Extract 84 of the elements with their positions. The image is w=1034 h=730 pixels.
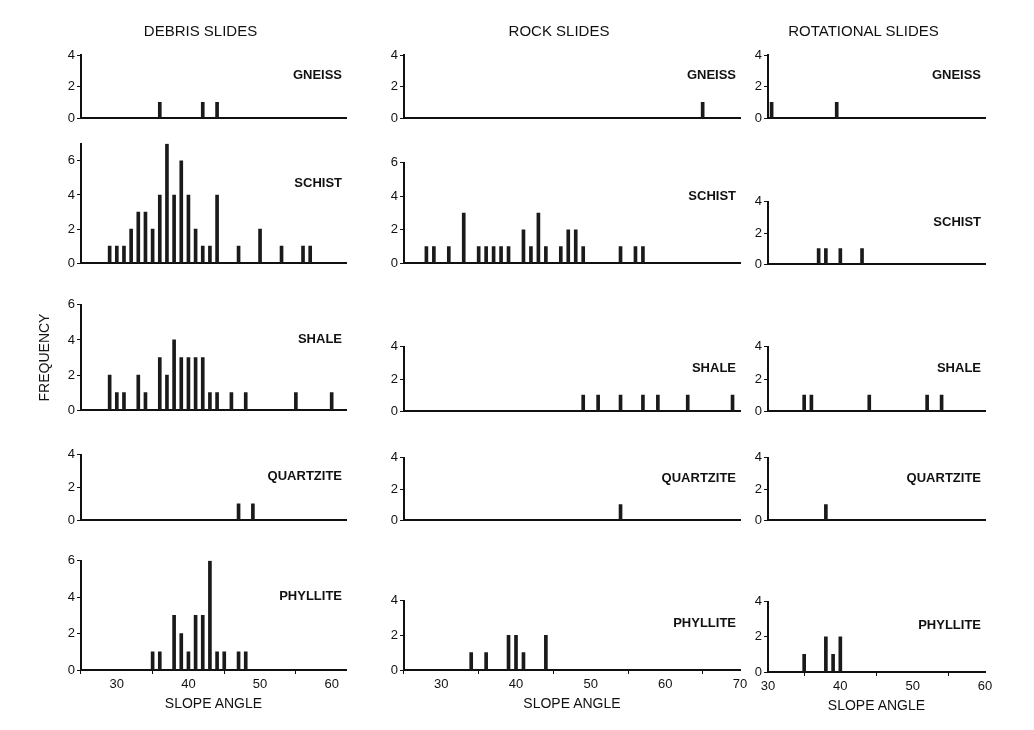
- y-tick-label: 4: [754, 338, 762, 354]
- y-tick-label: 2: [754, 628, 762, 644]
- y-tick-label: 4: [67, 446, 75, 462]
- y-tick-label: 0: [67, 109, 75, 125]
- x-tick-label: 50: [905, 678, 920, 694]
- annotation: PHYLLITE: [918, 616, 982, 632]
- y-tick-label: 4: [390, 449, 398, 465]
- y-tick-label: 6: [67, 552, 75, 568]
- y-tick-label: 0: [390, 402, 398, 418]
- annotation: SHALE: [936, 359, 982, 375]
- x-axis-title: SLOPE ANGLE: [523, 695, 621, 712]
- y-tick-label: 2: [390, 221, 398, 237]
- y-tick-label: 2: [754, 370, 762, 386]
- x-axis-title: SLOPE ANGLE: [164, 695, 263, 712]
- x-tick-label: 30: [434, 676, 449, 692]
- x-tick-label: 40: [508, 676, 524, 692]
- chart-title: ROCK SLIDES: [508, 22, 610, 40]
- y-tick-label: 4: [754, 593, 762, 609]
- y-tick-label: 2: [390, 626, 398, 642]
- y-tick-label: 6: [390, 154, 398, 170]
- annotation: PHYLLITE: [673, 615, 737, 631]
- y-tick-label: 4: [67, 46, 75, 62]
- y-tick-label: 0: [754, 511, 762, 527]
- x-tick-label: 30: [109, 676, 125, 692]
- y-tick-label: 4: [754, 46, 762, 62]
- y-tick-label: 2: [390, 370, 398, 386]
- y-tick-label: 4: [390, 187, 398, 203]
- x-tick-label: 40: [833, 678, 848, 694]
- y-tick-label: 0: [390, 661, 398, 677]
- y-tick-label: 0: [67, 511, 75, 527]
- y-tick-label: 0: [390, 254, 398, 270]
- y-tick-label: 2: [67, 366, 75, 382]
- annotation: SHALE: [297, 331, 343, 347]
- x-tick-label: 60: [324, 676, 339, 692]
- y-tick-label: 2: [67, 479, 75, 495]
- y-tick-label: 0: [754, 109, 762, 125]
- annotation: QUARTZITE: [661, 469, 737, 485]
- y-tick-label: 6: [67, 152, 75, 168]
- y-tick-label: 0: [754, 402, 762, 418]
- x-tick-label: 60: [658, 676, 673, 692]
- annotation: SHALE: [691, 359, 737, 375]
- x-tick-label: 50: [252, 676, 268, 692]
- annotation: GNEISS: [292, 67, 343, 83]
- y-tick-label: 2: [67, 78, 75, 94]
- x-axis-title: SLOPE ANGLE: [827, 697, 926, 714]
- annotation: PHYLLITE: [279, 588, 343, 604]
- y-tick-label: 2: [67, 625, 75, 641]
- x-tick-label: 60: [977, 678, 993, 694]
- y-tick-label: 2: [754, 78, 762, 94]
- x-tick-label: 40: [181, 676, 196, 692]
- y-tick-label: 0: [67, 401, 75, 417]
- annotation: GNEISS: [686, 67, 737, 83]
- annotation: SCHIST: [688, 187, 737, 203]
- y-tick-label: 0: [390, 109, 398, 125]
- y-tick-label: 2: [754, 480, 762, 496]
- x-tick-label: 50: [583, 676, 598, 692]
- y-tick-label: 4: [390, 338, 398, 354]
- y-tick-label: 2: [67, 220, 75, 236]
- y-tick-label: 0: [754, 663, 762, 679]
- y-tick-label: 4: [67, 186, 75, 202]
- annotation: QUARTZITE: [906, 469, 982, 485]
- y-tick-label: 4: [67, 331, 75, 347]
- y-tick-label: 4: [754, 449, 762, 465]
- chart-title: ROTATIONAL SLIDES: [788, 22, 939, 40]
- annotation: GNEISS: [931, 67, 982, 83]
- y-tick-label: 6: [67, 296, 75, 312]
- y-tick-label: 4: [390, 592, 398, 608]
- y-tick-label: 0: [67, 661, 75, 677]
- y-tick-label: 0: [390, 511, 398, 527]
- annotation: QUARTZITE: [267, 467, 343, 483]
- annotation: SCHIST: [294, 174, 343, 190]
- y-tick-label: 4: [67, 588, 75, 604]
- y-tick-label: 2: [754, 224, 762, 240]
- chart-title: DEBRIS SLIDES: [143, 22, 258, 40]
- y-tick-label: 2: [390, 78, 398, 94]
- y-tick-label: 0: [67, 254, 75, 270]
- annotation: SCHIST: [933, 213, 982, 229]
- y-tick-label: 4: [754, 193, 762, 209]
- x-tick-label: 30: [760, 678, 776, 694]
- y-axis-title: FREQUENCY: [36, 312, 53, 402]
- x-tick-label: 70: [732, 676, 748, 692]
- y-tick-label: 2: [390, 480, 398, 496]
- y-tick-label: 4: [390, 46, 398, 62]
- y-tick-label: 0: [754, 255, 762, 271]
